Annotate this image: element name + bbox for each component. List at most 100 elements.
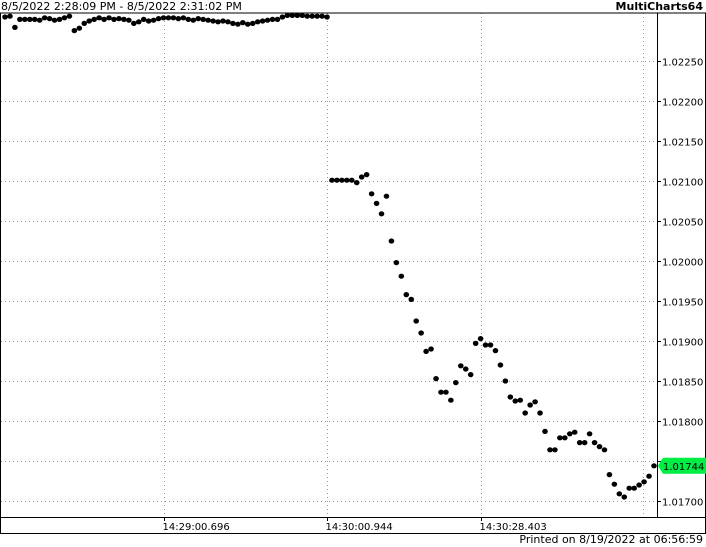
data-point [393, 260, 400, 266]
data-point [309, 13, 315, 19]
data-point [453, 380, 459, 386]
data-point [145, 18, 152, 24]
data-point [418, 330, 424, 336]
data-point [36, 17, 43, 23]
data-point [160, 15, 167, 21]
data-point [334, 177, 340, 183]
data-point [249, 20, 256, 26]
data-point [512, 398, 519, 404]
data-point [235, 21, 241, 27]
data-point [497, 362, 504, 368]
data-point [131, 20, 137, 26]
data-point [363, 172, 370, 178]
data-point [56, 16, 63, 22]
data-points [2, 12, 657, 500]
data-point [294, 12, 301, 18]
data-point [225, 19, 231, 25]
x-tick-label: 14:30:00.944 [326, 522, 393, 533]
data-point [210, 18, 216, 24]
data-point [314, 13, 320, 19]
data-point [51, 17, 58, 23]
y-tick-label: 1.02200 [662, 98, 703, 109]
data-point [448, 397, 454, 403]
data-point [348, 177, 355, 183]
data-point [398, 273, 405, 279]
data-point [641, 479, 647, 485]
y-tick-label: 1.01900 [662, 338, 703, 349]
data-point [646, 473, 652, 479]
data-point [408, 296, 415, 302]
data-point [423, 348, 429, 354]
printed-timestamp: Printed on 8/19/2022 at 06:56:59 [519, 533, 703, 546]
data-point [165, 15, 172, 21]
y-tick-label: 1.01950 [662, 298, 703, 309]
data-point [200, 16, 206, 22]
data-point [26, 16, 33, 22]
data-point [116, 16, 122, 22]
grid-lines [1, 13, 657, 517]
data-point [106, 15, 112, 21]
x-axis-tick-labels: 14:29:00.696 14:30:00.944 14:30:28.403 [163, 522, 547, 533]
data-point [185, 16, 192, 22]
data-point [542, 428, 548, 434]
data-point [304, 13, 311, 19]
data-point [601, 447, 608, 453]
data-point [215, 19, 221, 25]
data-point [319, 13, 325, 19]
data-point [576, 440, 583, 446]
data-point [636, 482, 642, 488]
data-point [254, 19, 261, 25]
data-point [443, 389, 449, 395]
data-point [269, 16, 276, 22]
data-point [2, 14, 8, 20]
data-point [81, 20, 88, 26]
data-point [373, 200, 380, 206]
data-point [606, 472, 613, 478]
data-point [457, 363, 464, 369]
data-point [631, 485, 637, 491]
data-point [135, 19, 142, 25]
y-tick-label: 1.01800 [662, 418, 703, 429]
data-point [477, 336, 484, 342]
data-point [324, 14, 330, 20]
data-point [299, 12, 306, 18]
last-price-badge-shape [658, 457, 706, 474]
data-point [557, 435, 563, 441]
data-point [61, 15, 68, 21]
y-tick-label: 1.02250 [662, 58, 703, 69]
data-point [31, 16, 38, 22]
y-tick-label: 1.02150 [662, 138, 703, 149]
data-point [611, 481, 618, 487]
data-point [284, 12, 291, 18]
data-point [353, 180, 360, 186]
data-point [101, 16, 107, 22]
data-point [517, 397, 524, 403]
data-point [388, 238, 395, 244]
data-point [507, 394, 514, 400]
data-point [86, 18, 93, 24]
last-price-badge-label: 1.01744 [663, 462, 704, 473]
data-point [344, 177, 350, 183]
y-tick-label: 1.01850 [662, 378, 703, 389]
data-point [140, 16, 147, 22]
data-point [552, 447, 558, 453]
data-point [230, 20, 236, 26]
data-point [492, 348, 499, 354]
data-point [76, 25, 83, 31]
axes [0, 12, 706, 534]
data-point [532, 399, 538, 405]
data-point [170, 15, 177, 21]
y-tick-label: 1.02100 [662, 178, 703, 189]
data-point [413, 318, 419, 324]
data-point [502, 378, 509, 384]
data-point [66, 13, 73, 19]
data-point [522, 410, 528, 416]
data-point [339, 177, 345, 183]
data-point [279, 14, 286, 20]
data-point [121, 16, 127, 22]
data-point [586, 431, 593, 437]
data-point [571, 429, 578, 435]
data-point [472, 340, 479, 346]
data-point [41, 15, 48, 21]
